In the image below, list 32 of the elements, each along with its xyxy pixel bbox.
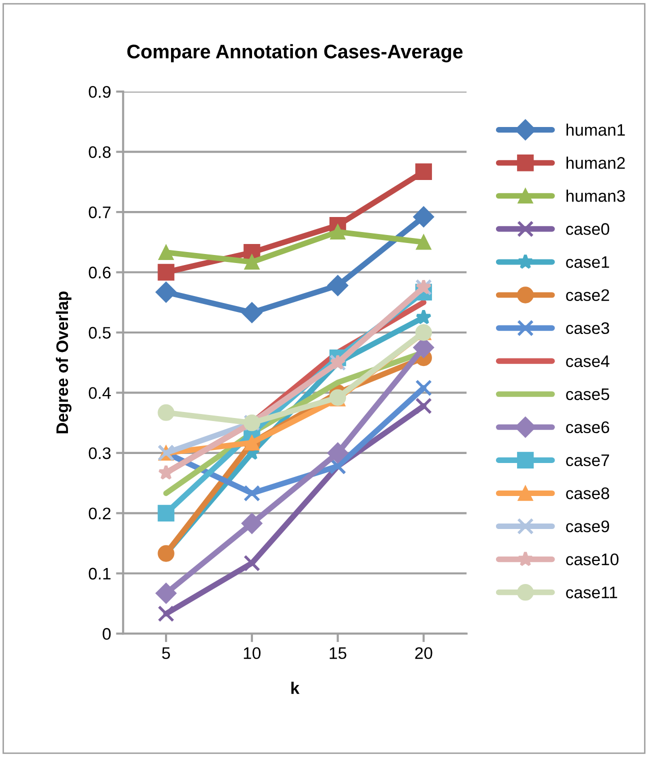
y-tick-label: 0.8: [88, 146, 111, 158]
legend-label: case8: [566, 487, 610, 500]
y-tick-label: 0.3: [88, 447, 111, 460]
legend-label: case7: [566, 454, 610, 466]
x-tick-label: 10: [244, 647, 261, 660]
y-tick-label: 0.6: [88, 266, 111, 278]
x-tick-label: 5: [162, 647, 170, 660]
legend-label: human2: [566, 156, 625, 169]
legend-label: case0: [566, 223, 610, 235]
legend-label: case6: [566, 421, 610, 434]
y-tick-label: 0.7: [88, 206, 110, 218]
x-tick-label: 20: [415, 647, 432, 660]
legend-label: case1: [566, 256, 610, 268]
legend-label: case4: [566, 355, 610, 368]
y-tick-label: 0.9: [88, 86, 111, 98]
legend-label: case10: [566, 553, 618, 566]
y-tick-label: 0.4: [88, 387, 111, 399]
x-axis-title: k: [291, 682, 300, 694]
legend-label: human3: [566, 190, 625, 202]
y-tick-label: 0.5: [88, 326, 111, 339]
legend-label: case5: [566, 388, 610, 400]
chart-title: Compare Annotation Cases-Average: [127, 44, 463, 62]
legend-label: human1: [566, 124, 625, 136]
legend-label: case11: [566, 586, 618, 598]
y-tick-label: 0.2: [88, 508, 110, 520]
legend-label: case3: [566, 322, 610, 334]
legend-label: case9: [566, 520, 610, 532]
y-tick-label: 0: [102, 628, 111, 640]
legend-label: case2: [566, 289, 610, 302]
y-axis-title: Degree of Overlap: [56, 291, 72, 434]
x-tick-label: 15: [330, 647, 346, 660]
y-tick-label: 0.1: [88, 568, 111, 580]
